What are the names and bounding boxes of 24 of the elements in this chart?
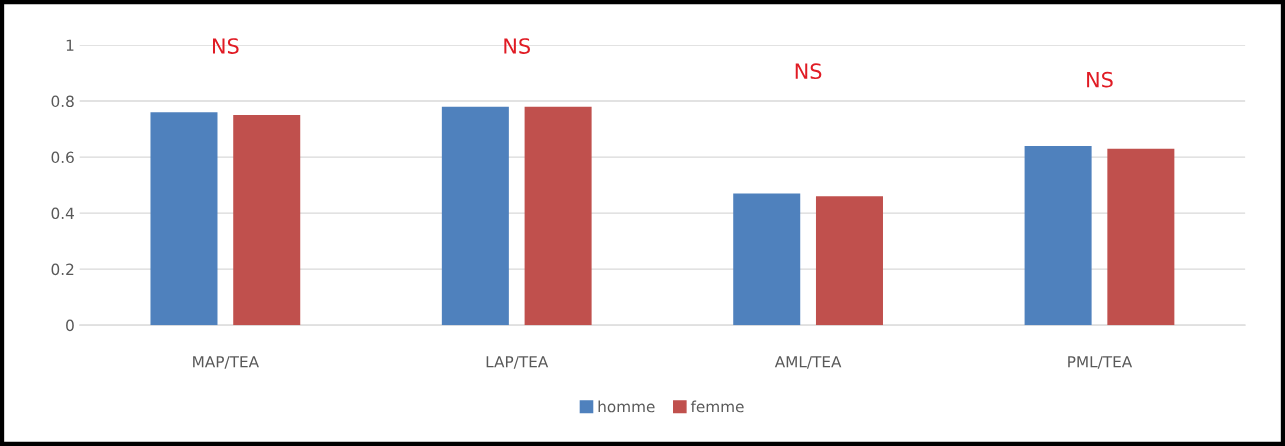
annotation: NS: [795, 63, 822, 80]
y-tick-label: 0: [66, 319, 74, 332]
legend-label: homme: [598, 400, 655, 413]
bar: [1024, 145, 1092, 326]
annotation: NS: [1087, 71, 1113, 88]
x-tick-label: MAP/TEA: [193, 356, 259, 369]
annotation: NS: [213, 38, 239, 54]
bar: [733, 193, 801, 326]
x-tick-label: PML/TEA: [1068, 356, 1133, 369]
x-tick-label: AML/TEA: [774, 356, 842, 369]
annotation: NS: [504, 38, 530, 54]
bar: [815, 196, 883, 326]
bar: [524, 106, 592, 326]
legend-label: femme: [690, 400, 744, 413]
y-tick-label: 0.8: [51, 95, 74, 108]
bar: [441, 106, 509, 326]
y-tick-label: 1: [66, 39, 74, 51]
x-tick-label: LAP/TEA: [486, 356, 549, 369]
y-tick-label: 0.2: [51, 263, 74, 276]
bar: [1107, 148, 1175, 326]
y-tick-label: 0.6: [51, 151, 74, 164]
bar: [233, 115, 301, 326]
bar: [150, 112, 218, 326]
y-tick-label: 0.4: [51, 207, 74, 220]
